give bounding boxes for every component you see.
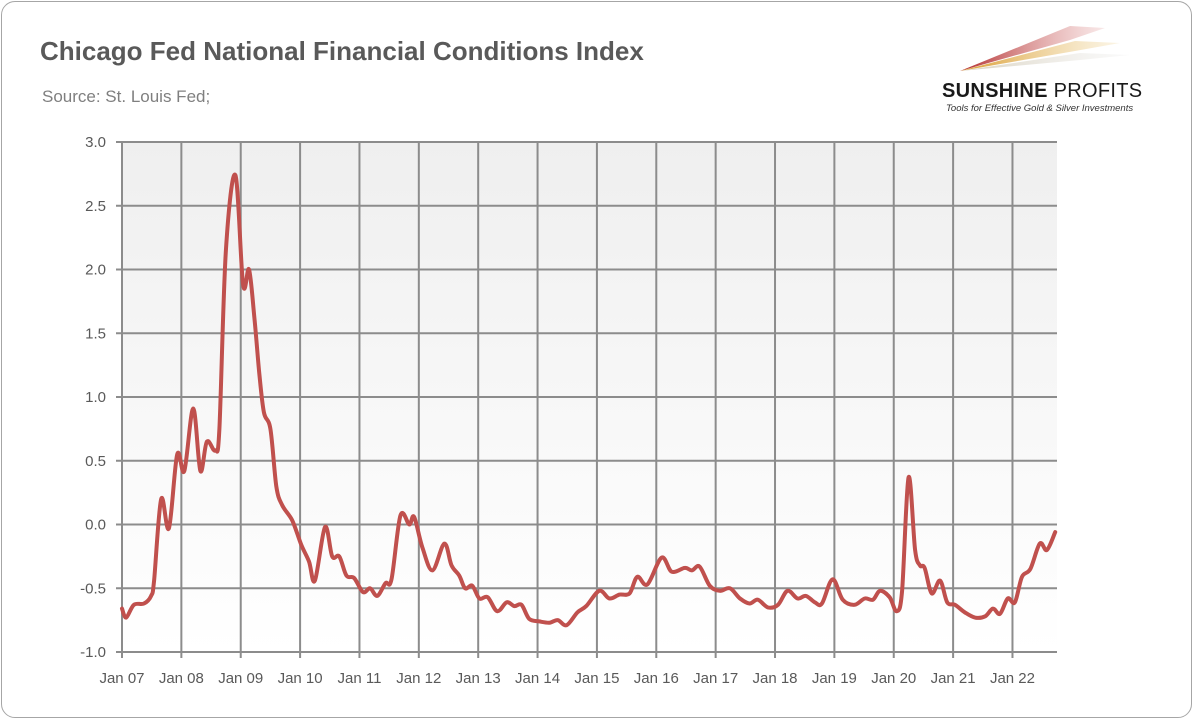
x-tick-label: Jan 08 <box>159 670 204 687</box>
x-tick-label: Jan 17 <box>693 670 738 687</box>
y-tick-label: 1.5 <box>85 325 106 342</box>
logo-rays-icon <box>960 26 1130 71</box>
logo-tagline: Tools for Effective Gold & Silver Invest… <box>946 103 1134 114</box>
y-tick-label: -0.5 <box>80 580 106 597</box>
y-tick-label: 2.0 <box>85 262 106 279</box>
x-tick-label: Jan 19 <box>812 670 857 687</box>
x-tick-label: Jan 22 <box>990 670 1035 687</box>
y-axis: -1.0 -0.5 0.0 0.5 1.0 1.5 2.0 2.5 3.0 <box>80 134 106 661</box>
x-tick-label: Jan 13 <box>456 670 501 687</box>
x-tick-label: Jan 07 <box>99 670 144 687</box>
x-tick-label: Jan 09 <box>218 670 263 687</box>
x-axis: Jan 07 Jan 08 Jan 09 Jan 10 Jan 11 Jan 12 Jan … <box>99 670 1035 687</box>
sunshine-profits-logo: SUNSHINE PROFITS Tools for Effective Gol… <box>930 18 1180 118</box>
x-tick-label: Jan 15 <box>574 670 619 687</box>
y-tick-label: 2.5 <box>85 198 106 215</box>
y-tick-label: 0.0 <box>85 517 106 534</box>
y-tick-label: -1.0 <box>80 644 106 661</box>
y-tick-label: 1.0 <box>85 389 106 406</box>
x-tick-label: Jan 20 <box>871 670 916 687</box>
chart-source: Source: St. Louis Fed; <box>42 87 211 106</box>
x-tick-label: Jan 21 <box>931 670 976 687</box>
x-tick-label: Jan 14 <box>515 670 560 687</box>
y-tick-label: 0.5 <box>85 453 106 470</box>
x-tick-label: Jan 11 <box>337 670 381 687</box>
chart-title: Chicago Fed National Financial Condition… <box>40 36 644 66</box>
series-line-nfci <box>120 172 1058 628</box>
x-tick-label: Jan 12 <box>396 670 441 687</box>
x-tick-label: Jan 16 <box>634 670 679 687</box>
x-tick-label: Jan 18 <box>752 670 797 687</box>
x-tick-label: Jan 10 <box>278 670 323 687</box>
y-tick-label: 3.0 <box>85 134 106 151</box>
logo-name: SUNSHINE PROFITS <box>942 80 1143 102</box>
